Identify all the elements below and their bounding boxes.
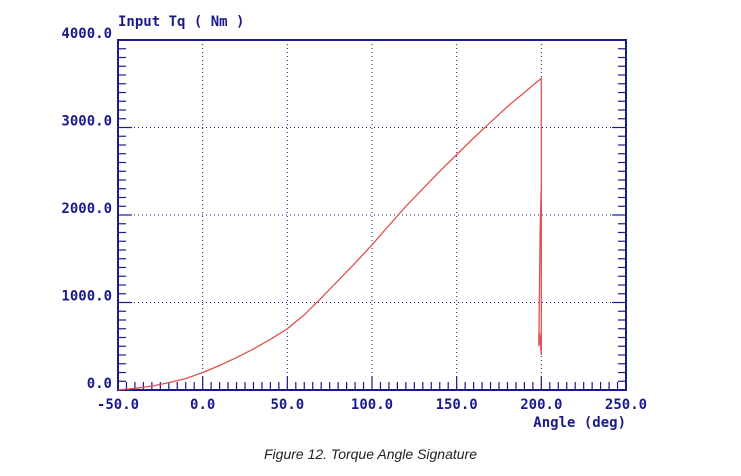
x-tick-label: 100.0 [351, 397, 393, 413]
y-tick-labels: 0.0 1000.0 2000.0 3000.0 4000.0 [61, 26, 112, 392]
x-axis-title: Angle (deg) [533, 415, 626, 431]
y-tick-label: 4000.0 [61, 26, 112, 42]
x-tick-label: -50.0 [97, 397, 139, 413]
figure-caption: Figure 12. Torque Angle Signature [264, 446, 477, 462]
x-tick-label: 50.0 [270, 397, 304, 413]
grid-lines [118, 40, 626, 390]
series-line-torque [117, 77, 542, 391]
torque-angle-chart: 0.0 1000.0 2000.0 3000.0 4000.0 -50.0 0.0 50.0… [61, 14, 647, 431]
y-tick-label: 2000.0 [61, 201, 112, 217]
y-tick-label: 1000.0 [61, 289, 112, 305]
y-tick-label: 3000.0 [61, 114, 112, 130]
x-tick-label: 250.0 [605, 397, 647, 413]
x-tick-label: 150.0 [436, 397, 478, 413]
y-axis-title: Input Tq ( Nm ) [118, 14, 244, 30]
x-tick-label: 200.0 [520, 397, 562, 413]
x-tick-label: 0.0 [190, 397, 215, 413]
x-tick-labels: -50.0 0.0 50.0 100.0 150.0 200.0 250.0 [97, 397, 647, 413]
plot-frame [117, 39, 627, 391]
y-tick-label: 0.0 [87, 376, 112, 392]
